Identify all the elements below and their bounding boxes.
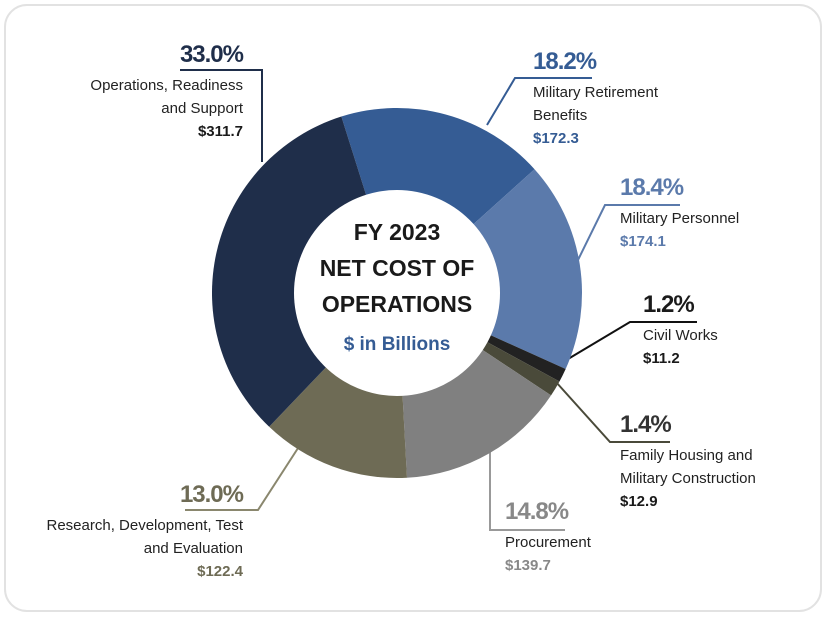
amount-label: $12.9 <box>620 493 658 510</box>
percent-label: 13.0% <box>179 481 244 508</box>
title-line: OPERATIONS <box>322 291 472 317</box>
slice-label: 18.4% Military Personnel $174.1 <box>620 174 820 253</box>
amount-label: $172.3 <box>533 130 579 147</box>
title-line: NET COST OF <box>320 255 475 281</box>
category-label: Civil Works <box>643 327 718 344</box>
percent-label: 1.4% <box>620 411 672 438</box>
category-label: Operations, Readiness and Support <box>90 77 243 117</box>
amount-label: $174.1 <box>620 233 666 250</box>
amount-label: $139.7 <box>505 557 551 574</box>
amount-label: $11.2 <box>643 350 680 367</box>
category-label: Military Retirement Benefits <box>533 84 659 124</box>
category-label: Family Housing and Military Construction <box>620 447 756 487</box>
title-line: FY 2023 <box>354 219 441 245</box>
slice-label: 13.0% Research, Development, Test and Eva… <box>43 481 245 583</box>
slice-label: 14.8% Procurement $139.7 <box>505 498 675 577</box>
amount-label: $311.7 <box>197 123 243 140</box>
subtitle: $ in Billions <box>344 334 451 355</box>
percent-label: 33.0% <box>179 41 244 68</box>
category-label: Procurement <box>505 534 591 551</box>
slice-label: 1.4% Family Housing and Military Construc… <box>620 411 795 513</box>
donut-hole <box>294 190 500 396</box>
amount-label: $122.4 <box>197 563 243 580</box>
slice-label: 1.2% Civil Works $11.2 <box>643 291 793 370</box>
category-label: Research, Development, Test and Evaluati… <box>46 517 244 557</box>
slice-label: 33.0% Operations, Readiness and Support $3… <box>63 41 244 143</box>
leader-lines <box>180 69 697 531</box>
percent-label: 18.4% <box>620 174 684 201</box>
slice-label: 18.2% Military Retirement Benefits $172.3 <box>533 48 693 150</box>
percent-label: 14.8% <box>505 498 569 525</box>
category-label: Military Personnel <box>620 210 740 227</box>
percent-label: 18.2% <box>533 48 597 75</box>
percent-label: 1.2% <box>643 291 695 318</box>
